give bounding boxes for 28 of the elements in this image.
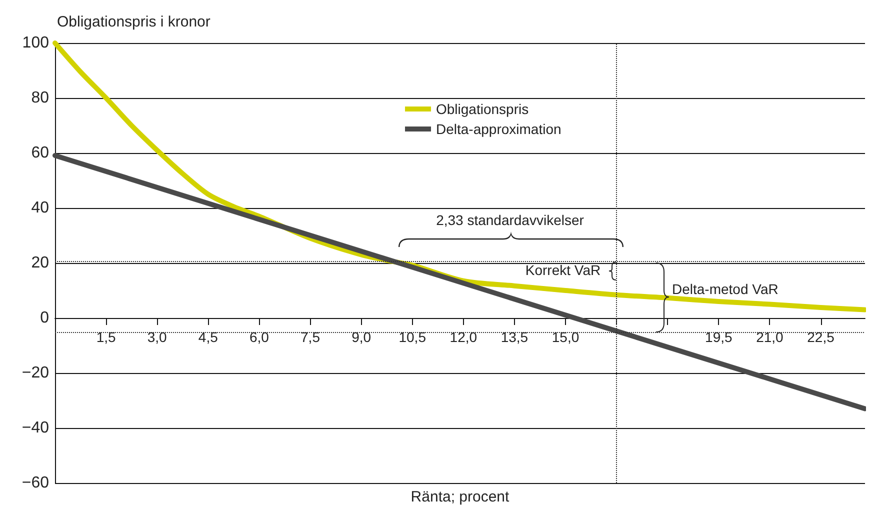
y-tick-label: −20 <box>22 364 50 382</box>
x-tick-label: 4,5 <box>198 329 218 345</box>
x-tick-label: 19,5 <box>705 329 732 345</box>
y-tick-label: 20 <box>31 254 50 272</box>
x-tick-label: 1,5 <box>96 329 116 345</box>
x-tick-label: 22,5 <box>807 329 835 345</box>
x-tick-label: 6,0 <box>249 329 270 345</box>
annotation: 2,33 standardavvikelser <box>436 212 584 228</box>
y-tick-label: 60 <box>31 144 50 162</box>
y-axis-title: Obligationspris i kronor <box>57 14 210 30</box>
annotation: Korrekt VaR <box>525 262 601 278</box>
x-tick-label: 9,0 <box>352 329 372 345</box>
x-axis-title: Ränta; procent <box>410 488 510 506</box>
y-tick-label: 80 <box>31 90 50 106</box>
y-tick-label: 40 <box>31 200 50 216</box>
x-tick-label: 3,0 <box>147 329 168 345</box>
legend-label: Obligationspris <box>436 101 529 117</box>
y-tick-label: 0 <box>40 310 50 326</box>
x-tick-label: 12,0 <box>450 329 478 345</box>
x-tick-label: 21,0 <box>756 329 784 345</box>
annotation: Delta-metod VaR <box>672 281 778 297</box>
x-tick-label: 13,5 <box>500 329 528 345</box>
y-tick-label: −40 <box>22 420 50 436</box>
x-tick-label: 10,5 <box>398 329 426 345</box>
y-tick-label: −60 <box>22 474 50 492</box>
legend-label: Delta-approximation <box>436 121 562 137</box>
x-tick-label: 15,0 <box>552 329 580 345</box>
y-tick-label: 100 <box>22 34 50 52</box>
